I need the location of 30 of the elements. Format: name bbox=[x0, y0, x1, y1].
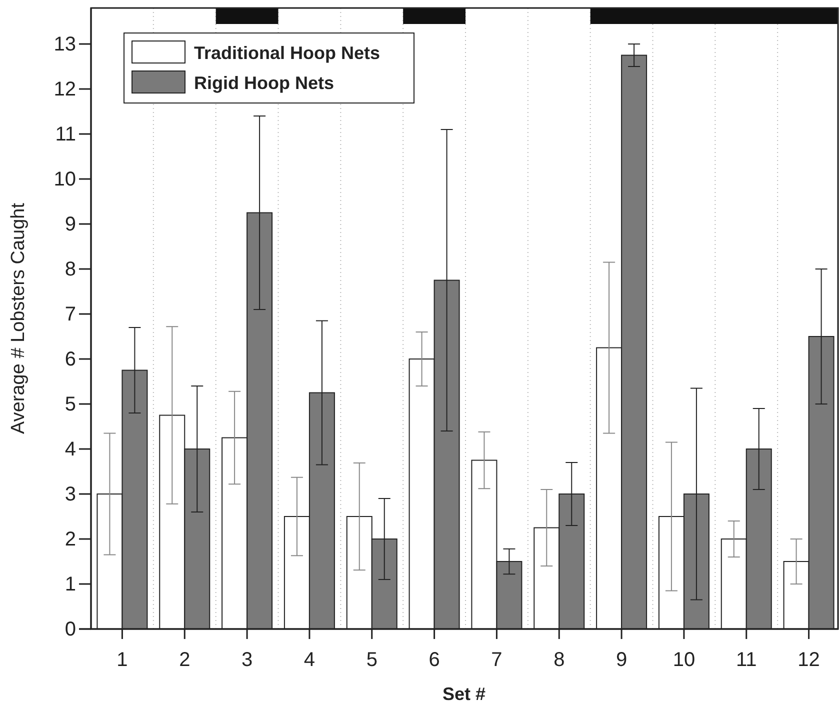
x-tick-label: 2 bbox=[179, 649, 190, 671]
y-tick-label: 5 bbox=[64, 393, 76, 416]
x-tick-label: 1 bbox=[116, 649, 128, 671]
y-tick-label: 12 bbox=[54, 78, 76, 100]
y-tick-label: 8 bbox=[64, 258, 76, 280]
x-tick-label: 5 bbox=[366, 649, 378, 671]
x-axis-title: Set # bbox=[442, 684, 486, 704]
y-axis-title: Average # Lobsters Caught bbox=[8, 202, 29, 434]
y-tick-label: 11 bbox=[55, 123, 76, 146]
x-tick-label: 3 bbox=[241, 649, 253, 671]
x-tick-label: 8 bbox=[554, 649, 565, 671]
x-tick-label: 9 bbox=[616, 649, 628, 671]
legend-label: Traditional Hoop Nets bbox=[194, 43, 380, 63]
x-tick-label: 4 bbox=[304, 649, 316, 671]
x-tick-label: 11 bbox=[736, 649, 757, 671]
x-tick-label: 12 bbox=[798, 649, 820, 671]
y-tick-label: 6 bbox=[64, 348, 76, 370]
y-tick-label: 13 bbox=[54, 33, 76, 56]
x-tick-label: 10 bbox=[672, 649, 696, 671]
y-tick-label: 4 bbox=[64, 438, 76, 460]
y-tick-label: 9 bbox=[64, 213, 76, 236]
y-tick-label: 1 bbox=[64, 573, 76, 596]
y-tick-label: 10 bbox=[54, 168, 76, 190]
y-tick-label: 2 bbox=[64, 528, 76, 550]
legend-label: Rigid Hoop Nets bbox=[194, 73, 334, 93]
x-tick-label: 6 bbox=[428, 649, 440, 671]
y-tick-label: 3 bbox=[64, 483, 76, 506]
x-tick-label: 7 bbox=[491, 649, 502, 671]
y-tick-label: 0 bbox=[64, 618, 76, 640]
y-tick-label: 7 bbox=[64, 303, 76, 326]
